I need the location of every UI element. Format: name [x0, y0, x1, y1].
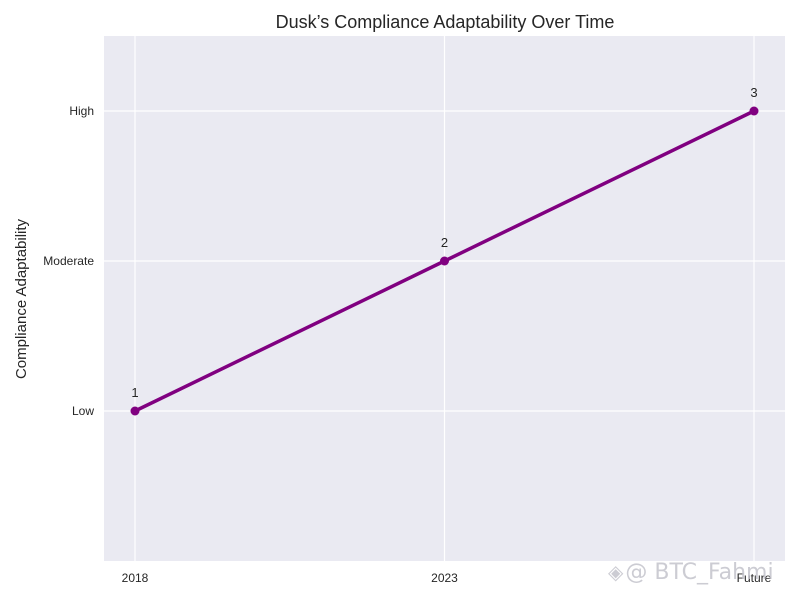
- data-label: 1: [131, 385, 138, 400]
- series-layer: 1 2 3: [130, 85, 759, 416]
- y-axis-label: Compliance Adaptability: [13, 218, 30, 379]
- data-label: 2: [441, 235, 448, 250]
- data-point: [749, 106, 759, 116]
- watermark: ◈@ BTC_Fahmi: [608, 560, 774, 585]
- binance-logo-icon: ◈: [608, 560, 624, 584]
- y-tick-label: Moderate: [43, 254, 94, 268]
- watermark-text: @ BTC_Fahmi: [625, 560, 774, 585]
- data-label: 3: [750, 85, 757, 100]
- x-tick-labels: 2018 2023 Future: [122, 571, 772, 585]
- chart-title: Dusk’s Compliance Adaptability Over Time: [276, 12, 615, 32]
- x-tick-label: 2018: [122, 571, 149, 585]
- data-point: [440, 256, 449, 266]
- x-tick-label: 2023: [431, 571, 458, 585]
- y-tick-labels: Low Moderate High: [43, 104, 94, 418]
- y-tick-label: Low: [72, 404, 94, 418]
- y-tick-label: High: [69, 104, 94, 118]
- x-tick-label: Future: [737, 571, 772, 585]
- grid: [104, 36, 785, 561]
- data-point: [130, 406, 140, 416]
